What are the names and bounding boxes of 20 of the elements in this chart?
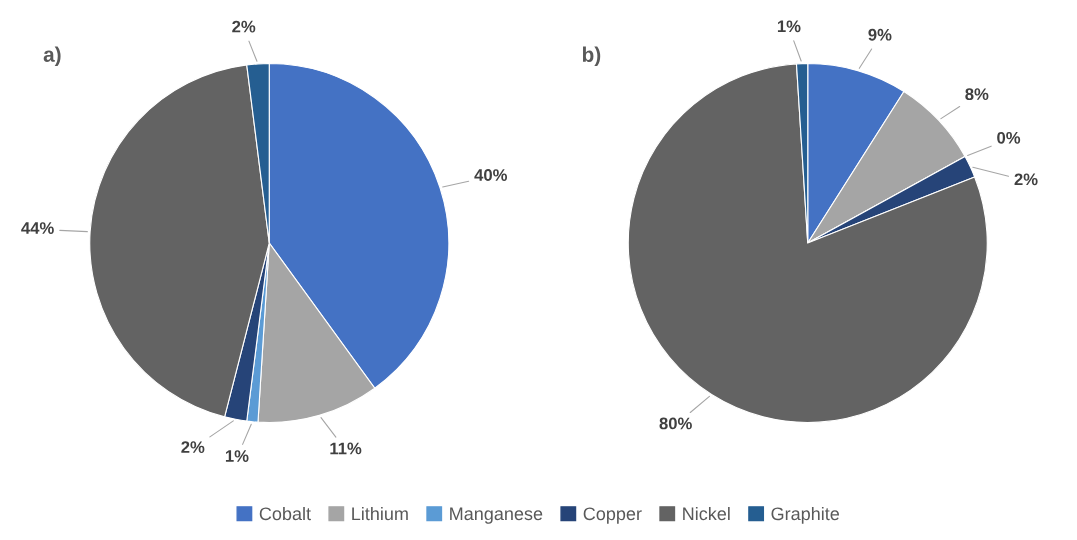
data-label: 40% (474, 169, 508, 181)
data-label: 2% (181, 441, 205, 453)
data-label: 8% (965, 88, 989, 101)
data-label: 2% (1014, 173, 1038, 186)
data-label: 9% (868, 28, 892, 41)
legend-label: Lithium (352, 506, 408, 521)
data-label: 80% (659, 417, 692, 430)
text: 0% (997, 131, 1021, 144)
legend-label: Copper (583, 507, 642, 524)
text: a) (43, 46, 61, 67)
legend-label: Graphite (771, 506, 840, 524)
legend-label: Nickel (683, 506, 730, 521)
legend-label: Manganese (450, 507, 543, 524)
legend-label: Cobalt (259, 506, 311, 521)
data-label: 1% (777, 20, 801, 33)
data-label: 1% (225, 450, 249, 462)
data-label: 44% (21, 222, 54, 234)
data-label: 2% (232, 20, 256, 33)
text: b) (582, 46, 601, 67)
data-label: 11% (330, 442, 362, 455)
